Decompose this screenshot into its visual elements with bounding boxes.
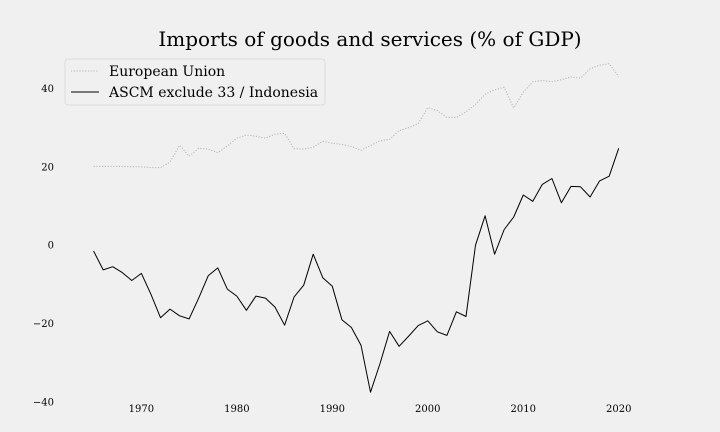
x-tick-label: 2000 xyxy=(415,404,440,415)
x-tick-label: 1990 xyxy=(320,404,345,415)
y-axis-ticks: −40 −20 0 20 40 xyxy=(33,84,54,409)
legend: European Union ASCM exclude 33 / Indones… xyxy=(64,58,326,106)
legend-label-european-union: European Union xyxy=(109,64,225,80)
x-tick-label: 1970 xyxy=(129,404,154,415)
plot-lines xyxy=(93,63,620,393)
y-tick-label: −40 xyxy=(33,398,54,409)
y-tick-label: 0 xyxy=(48,241,54,252)
x-tick-label: 1980 xyxy=(224,404,249,415)
y-tick-label: 20 xyxy=(41,162,54,173)
legend-box xyxy=(64,58,326,106)
x-tick-label: 2010 xyxy=(511,404,536,415)
y-tick-label: 40 xyxy=(41,84,54,95)
y-tick-label: −20 xyxy=(33,319,54,330)
x-axis-ticks: 1970 1980 1990 2000 2010 2020 xyxy=(129,404,632,415)
chart-title: Imports of goods and services (% of GDP) xyxy=(158,27,581,51)
legend-label-indonesia: ASCM exclude 33 / Indonesia xyxy=(108,85,318,101)
series-line-1 xyxy=(93,148,620,393)
x-tick-label: 2020 xyxy=(606,404,631,415)
series-line-0 xyxy=(93,63,620,169)
